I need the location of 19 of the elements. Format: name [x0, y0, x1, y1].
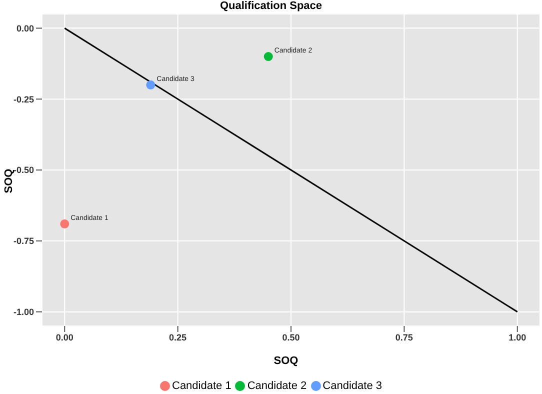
y-tick-label: -0.25: [13, 94, 34, 104]
x-axis-title: SOQ: [272, 355, 300, 367]
x-tick-label: 0.50: [282, 332, 300, 342]
point: [264, 52, 273, 62]
y-tick-label: -0.50: [13, 165, 34, 176]
x-tick-label: 0.75: [395, 332, 413, 342]
x-tick-label: 0.25: [169, 332, 187, 342]
point: [146, 80, 156, 90]
y-axis-title: SOQ: [3, 168, 15, 196]
chart-title: Qualification Space: [218, 0, 324, 13]
x-tick-label: 1.00: [508, 332, 526, 342]
y-tick-label: -0.75: [13, 236, 34, 246]
legend-label: Candidate 3: [322, 380, 382, 392]
y-tick-label: -1.00: [13, 307, 34, 318]
point: [60, 219, 70, 228]
legend-label: Candidate 1: [171, 380, 232, 392]
legend-label: Candidate 2: [246, 380, 307, 392]
y-tick-label: 0.00: [16, 23, 34, 34]
x-tick-label: 0.00: [56, 332, 74, 342]
